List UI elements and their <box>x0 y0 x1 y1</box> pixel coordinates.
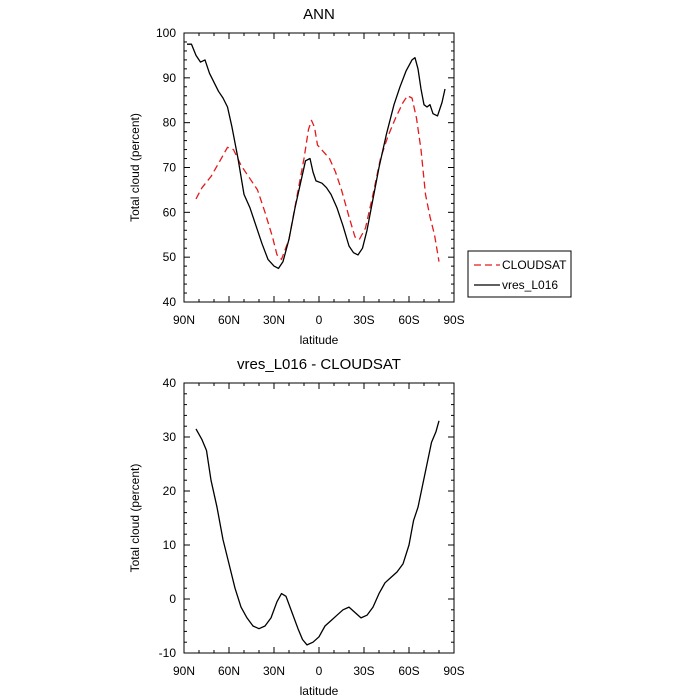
x-tick-label: 90N <box>173 664 195 678</box>
y-tick-label: 50 <box>163 250 177 264</box>
x-tick-label: 90N <box>173 313 195 327</box>
x-axis-label: latitude <box>300 333 339 347</box>
chart-title: vres_L016 - CLOUDSAT <box>237 356 401 373</box>
x-tick-label: 0 <box>316 664 323 678</box>
series-line-cloudsat <box>195 95 440 262</box>
y-tick-label: 40 <box>163 376 177 390</box>
y-tick-label: 90 <box>163 71 177 85</box>
x-tick-label: 60S <box>398 664 419 678</box>
x-tick-label: 60S <box>398 313 419 327</box>
x-tick-label: 90S <box>443 313 464 327</box>
x-tick-label: 30N <box>263 664 285 678</box>
y-tick-label: 10 <box>163 538 177 552</box>
y-axis-label: Total cloud (percent) <box>128 464 142 573</box>
y-axis-label: Total cloud (percent) <box>128 113 142 222</box>
legend: CLOUDSAT vres_L016 <box>467 250 572 298</box>
x-axis-label: latitude <box>300 684 339 698</box>
plot-difference: 90N 60N 30N 0 30S 60S 90S -10 0 10 20 30 40 vres_L016… <box>128 356 465 698</box>
chart-title: ANN <box>303 6 335 23</box>
y-tick-label: 80 <box>163 116 177 130</box>
plot-annual-total-cloud: 90N 60N 30N 0 30S 60S 90S 40 50 60 70 80 90 100 ANN lat… <box>128 6 465 347</box>
y-tick-label: 60 <box>163 205 177 219</box>
series-line-1-0 <box>195 420 440 646</box>
y-tick-label: -10 <box>159 646 177 660</box>
x-tick-label: 30S <box>353 313 374 327</box>
y-tick-label: 70 <box>163 161 177 175</box>
y-tick-label: 20 <box>163 484 177 498</box>
legend-label: CLOUDSAT <box>502 258 567 272</box>
x-tick-label: 60N <box>218 664 240 678</box>
x-tick-label: 90S <box>443 664 464 678</box>
legend-label: vres_L016 <box>502 278 558 292</box>
x-tick-label: 30N <box>263 313 285 327</box>
x-tick-label: 30S <box>353 664 374 678</box>
x-tick-label: 60N <box>218 313 240 327</box>
series-line-vres-l016 <box>187 43 446 270</box>
y-tick-label: 30 <box>163 430 177 444</box>
y-tick-label: 100 <box>156 26 176 40</box>
legend-box <box>467 250 572 298</box>
y-tick-label: 0 <box>169 592 176 606</box>
x-tick-label: 0 <box>316 313 323 327</box>
y-tick-label: 40 <box>163 295 177 309</box>
